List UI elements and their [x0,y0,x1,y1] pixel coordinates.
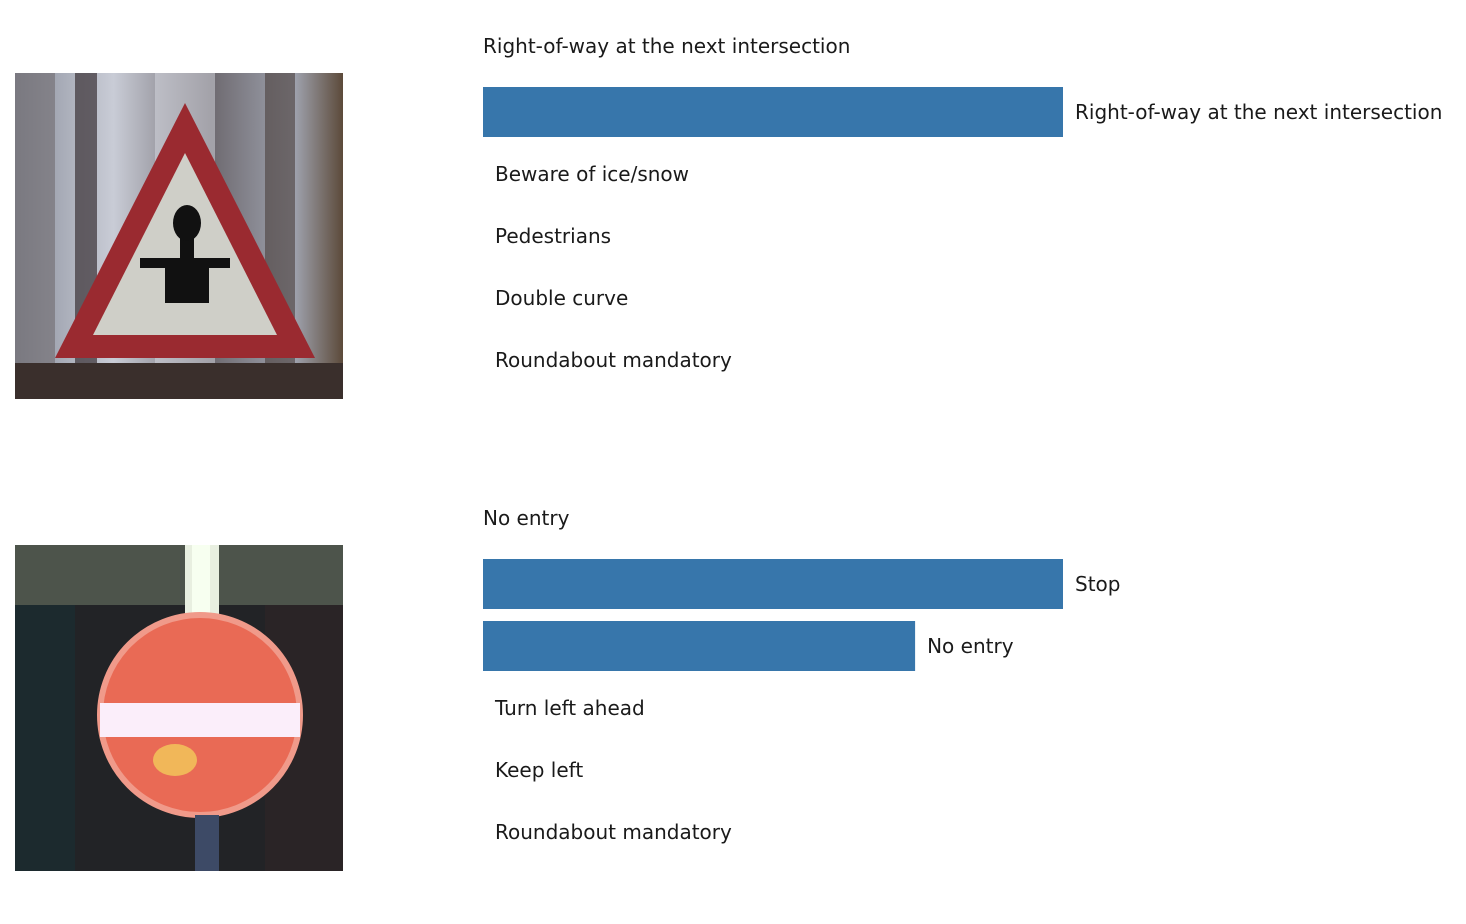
no-entry-sign-icon [15,545,343,871]
bar-label-1: Stop [1075,572,1120,596]
probability-bar-chart-2: Stop No entry Turn left ahead Keep left Roun… [483,559,1120,844]
true-label: Right-of-way at the next intersection [483,34,851,58]
sign-image-right-of-way [15,73,343,399]
bar-1 [483,87,1063,137]
bar-label-2: No entry [927,634,1014,658]
bar-label-3: Turn left ahead [494,696,645,720]
bar-label-3: Pedestrians [495,224,611,248]
true-label: No entry [483,506,570,530]
bar-label-4: Double curve [495,286,628,310]
bar-2 [483,621,916,671]
warning-triangle-sign-icon [15,73,343,399]
bar-label-2: Beware of ice/snow [495,162,689,186]
probability-bar-chart-1: Right-of-way at the next intersection Bew… [483,87,1442,372]
sign-image-no-entry [15,545,343,871]
bar-label-1: Right-of-way at the next intersection [1075,100,1442,124]
prediction-panel-2: No entry Stop No entry Turn left ahead Keep… [0,472,1466,924]
bar-label-5: Roundabout mandatory [495,820,732,844]
bar-label-5: Roundabout mandatory [495,348,732,372]
prediction-panel-1: Right-of-way at the next intersection Ri… [0,0,1466,452]
bar-label-4: Keep left [495,758,583,782]
bar-1 [483,559,1063,609]
